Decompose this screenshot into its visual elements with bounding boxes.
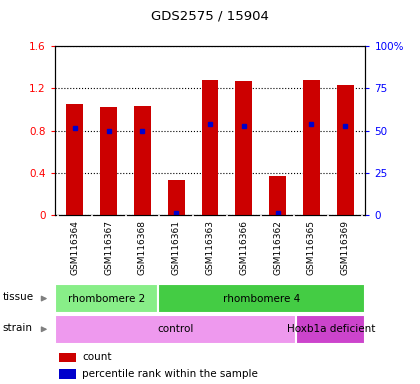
Bar [303, 80, 320, 215]
Text: rhombomere 2: rhombomere 2 [68, 293, 145, 304]
Bar [55, 284, 158, 313]
Text: GSM116365: GSM116365 [307, 220, 316, 275]
Text: control: control [157, 324, 194, 334]
Bar [100, 107, 117, 215]
Text: strain: strain [3, 323, 33, 333]
Bar [297, 315, 365, 344]
Text: GSM116366: GSM116366 [239, 220, 248, 275]
Text: percentile rank within the sample: percentile rank within the sample [82, 369, 258, 379]
Bar [168, 180, 185, 215]
Text: Hoxb1a deficient: Hoxb1a deficient [287, 324, 375, 334]
Text: rhombomere 4: rhombomere 4 [223, 293, 300, 304]
Bar [134, 106, 151, 215]
Text: count: count [82, 352, 111, 362]
Bar [66, 104, 83, 215]
Text: GDS2575 / 15904: GDS2575 / 15904 [151, 10, 269, 23]
Text: tissue: tissue [3, 292, 34, 302]
Bar [337, 85, 354, 215]
Text: GSM116362: GSM116362 [273, 220, 282, 275]
Bar [202, 80, 218, 215]
Text: GSM116364: GSM116364 [71, 220, 79, 275]
Text: GSM116369: GSM116369 [341, 220, 349, 275]
Bar [55, 315, 297, 344]
Bar [235, 81, 252, 215]
Bar [59, 369, 76, 379]
Text: GSM116361: GSM116361 [172, 220, 181, 275]
Text: GSM116363: GSM116363 [205, 220, 215, 275]
Bar [269, 176, 286, 215]
Text: GSM116367: GSM116367 [104, 220, 113, 275]
Bar [59, 353, 76, 362]
Bar [158, 284, 365, 313]
Text: GSM116368: GSM116368 [138, 220, 147, 275]
